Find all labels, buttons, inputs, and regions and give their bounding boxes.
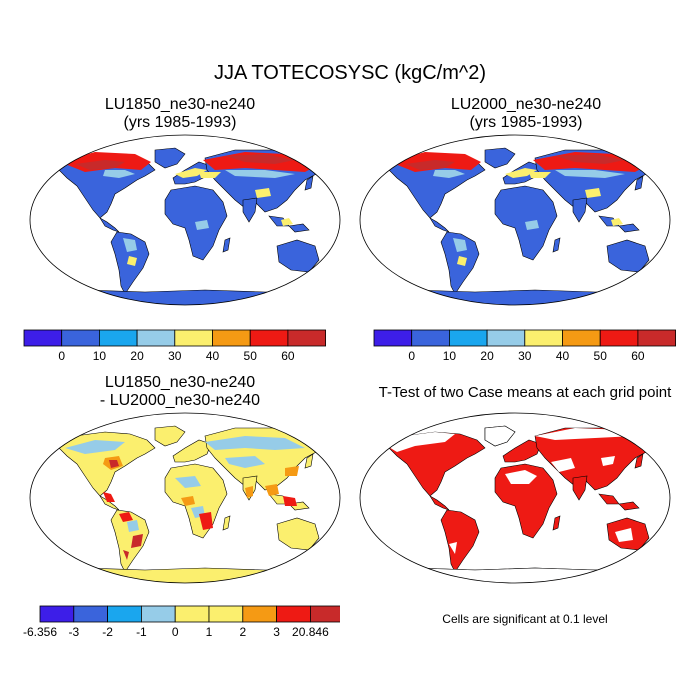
colorbar-3-tick-label: -6.356 xyxy=(23,625,57,639)
colorbar-2-swatch xyxy=(486,329,526,347)
panel-2-title: LU2000_ne30-ne240 (yrs 1985-1993) xyxy=(386,96,666,132)
map-1-border xyxy=(29,134,341,306)
colorbar-2-swatch xyxy=(373,329,413,347)
colorbar-2-tick-label: 20 xyxy=(480,349,494,363)
colorbar-3-tick-label: -2 xyxy=(102,625,113,639)
colorbar-3-tick-label: 20.846 xyxy=(292,625,329,639)
colorbar-3-tick-label: 0 xyxy=(172,625,179,639)
significance-note: Cells are significant at 0.1 level xyxy=(442,612,608,626)
figure-title: JJA TOTECOSYSC (kgC/m^2) xyxy=(213,62,487,84)
colorbar-1-tick-label: 30 xyxy=(168,349,182,363)
colorbar-3-swatch xyxy=(174,605,210,623)
colorbar-1-swatch xyxy=(249,329,289,347)
panel-2-title-line2: (yrs 1985-1993) xyxy=(469,114,583,131)
colorbar-3-swatch xyxy=(242,605,278,623)
colorbar-3-tick-label: -1 xyxy=(136,625,147,639)
colorbar-2-tick-label: 60 xyxy=(631,349,645,363)
colorbar-3-tick-label: 3 xyxy=(273,625,280,639)
colorbar-2-swatch xyxy=(562,329,601,347)
map-2-border xyxy=(359,134,671,306)
colorbar-3-tick-label: -3 xyxy=(68,625,79,639)
colorbar-2-tick-label: 40 xyxy=(556,349,570,363)
panel-1-title: LU1850_ne30-ne240 (yrs 1985-1993) xyxy=(40,96,320,132)
colorbar-2-tick-label: 50 xyxy=(594,349,608,363)
colorbar-2-swatch xyxy=(637,329,676,347)
panel-1-title-line2: (yrs 1985-1993) xyxy=(123,114,237,131)
colorbar-1-tick-label: 10 xyxy=(93,349,107,363)
colorbar-panel-1: 0 10 20 30 40 50 60 xyxy=(23,329,326,363)
colorbar-panel-2: 0 10 20 30 40 50 60 xyxy=(373,329,676,363)
colorbar-3-tick-label: 1 xyxy=(206,625,213,639)
panel-3-title-line2: - LU2000_ne30-ne240 xyxy=(99,392,261,409)
map-3-border xyxy=(29,412,341,584)
colorbar-panel-3: -6.356 -3 -2 -1 0 1 2 3 20.846 xyxy=(23,605,340,639)
panel-4-title: T-Test of two Case means at each grid po… xyxy=(350,384,700,402)
colorbar-3-swatch xyxy=(73,605,108,623)
colorbar-3-swatch xyxy=(208,605,244,623)
colorbar-1-swatch xyxy=(23,329,63,347)
colorbar-1-tick-label: 40 xyxy=(206,349,220,363)
colorbar-3-swatch xyxy=(107,605,142,623)
colorbar-2-swatch xyxy=(411,329,450,347)
panel-2-title-line1: LU2000_ne30-ne240 xyxy=(450,96,602,113)
colorbar-1-tick-label: 0 xyxy=(58,349,65,363)
panel-3-title-line1: LU1850_ne30-ne240 xyxy=(104,374,256,391)
map-panel-4 xyxy=(359,412,671,584)
panel-3-title: LU1850_ne30-ne240 - LU2000_ne30-ne240 xyxy=(40,374,320,410)
map-4-border xyxy=(359,412,671,584)
colorbar-2-swatch xyxy=(599,329,639,347)
panel-1-title-line1: LU1850_ne30-ne240 xyxy=(104,96,256,113)
colorbar-1-swatch xyxy=(99,329,138,347)
colorbar-3-swatch xyxy=(39,605,75,623)
colorbar-1-swatch xyxy=(287,329,326,347)
colorbar-1-swatch xyxy=(136,329,176,347)
colorbar-3-swatch xyxy=(141,605,176,623)
colorbar-3-tick-label: 2 xyxy=(239,625,246,639)
map-panel-3 xyxy=(29,412,341,584)
map-panel-1 xyxy=(29,134,341,306)
colorbar-3-swatch xyxy=(276,605,311,623)
colorbar-2-tick-label: 30 xyxy=(518,349,532,363)
colorbar-2-tick-label: 10 xyxy=(443,349,457,363)
colorbar-1-tick-label: 60 xyxy=(281,349,295,363)
colorbar-2-swatch xyxy=(524,329,563,347)
colorbar-1-swatch xyxy=(212,329,251,347)
panel-4-title-line1: T-Test of two Case means at each grid po… xyxy=(378,384,672,401)
colorbar-2-swatch xyxy=(449,329,488,347)
colorbar-3-swatch xyxy=(309,605,340,623)
colorbar-1-tick-label: 20 xyxy=(130,349,144,363)
map-panel-2 xyxy=(359,134,671,306)
colorbar-1-swatch xyxy=(61,329,100,347)
colorbar-2-tick-label: 0 xyxy=(408,349,415,363)
colorbar-1-tick-label: 50 xyxy=(244,349,258,363)
colorbar-1-swatch xyxy=(174,329,213,347)
